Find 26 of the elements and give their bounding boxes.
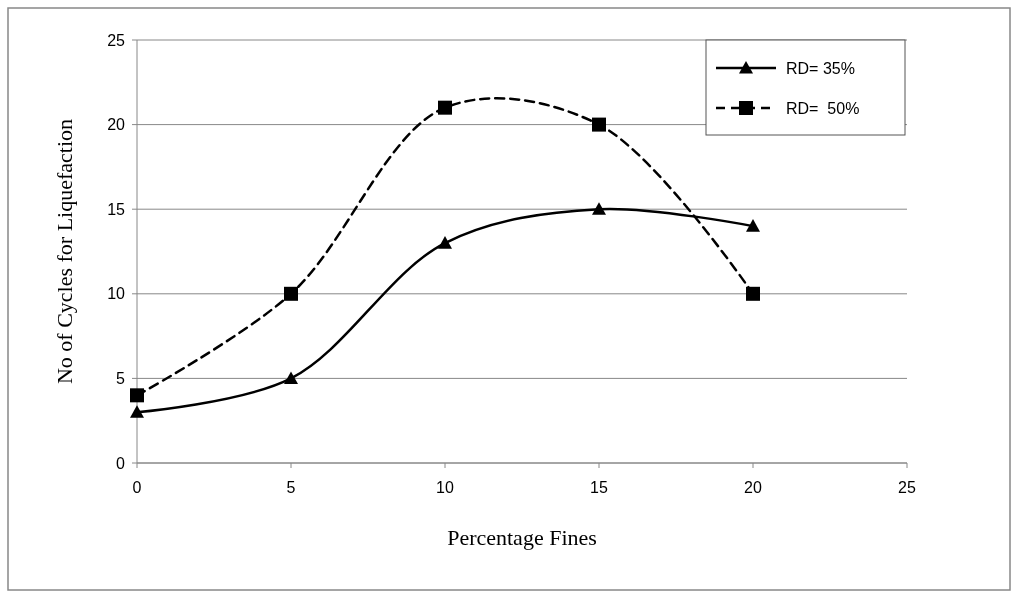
point xyxy=(746,219,760,232)
point xyxy=(130,405,144,418)
x-tick-label: 10 xyxy=(436,479,454,496)
point xyxy=(284,286,298,301)
point xyxy=(284,371,298,384)
point xyxy=(130,388,144,403)
y-tick-label: 0 xyxy=(116,454,126,472)
point xyxy=(438,100,452,115)
x-tick-label: 25 xyxy=(898,479,916,496)
point xyxy=(592,202,606,215)
y-tick-label: 20 xyxy=(107,116,126,134)
y-tick-label: 10 xyxy=(107,285,126,303)
x-tick-label: 5 xyxy=(286,479,296,496)
x-tick-label: 0 xyxy=(132,479,142,496)
y-tick-label: 25 xyxy=(107,31,126,49)
point xyxy=(746,286,760,301)
x-tick-label: 15 xyxy=(590,479,608,496)
y-tick-label: 15 xyxy=(107,200,126,218)
x-tick-label: 20 xyxy=(744,479,762,496)
legend-label: RD= 35% xyxy=(786,59,855,77)
point xyxy=(592,117,606,132)
point xyxy=(438,236,452,249)
legend-label: RD= 50% xyxy=(786,99,860,117)
y-tick-label: 5 xyxy=(116,370,126,387)
x-axis-title: Percentage Fines xyxy=(447,525,597,550)
y-axis-title: No of Cycles for Liquefaction xyxy=(52,118,77,385)
